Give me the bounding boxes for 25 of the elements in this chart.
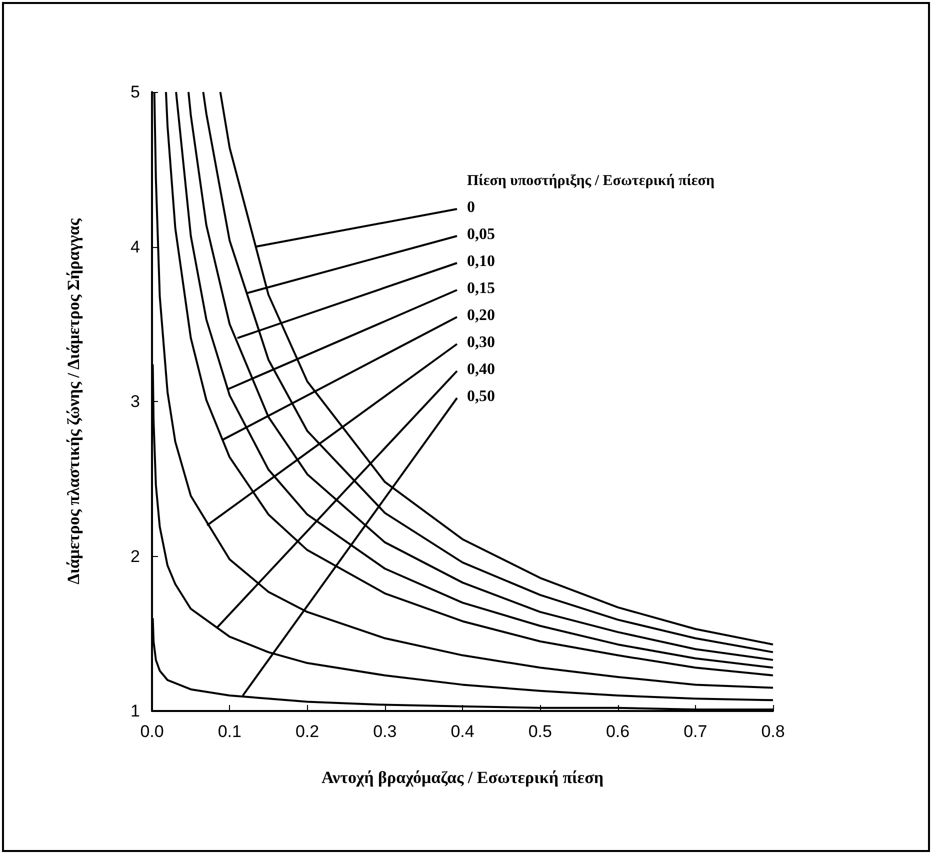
x-tick-label: 0.2 bbox=[295, 722, 320, 741]
annotation: 0,15 bbox=[467, 280, 495, 297]
annotation: 0,30 bbox=[467, 334, 495, 351]
x-tick-label: 0.7 bbox=[684, 722, 708, 741]
y-tick-label: 1 bbox=[130, 702, 140, 720]
x-axis-title: Αντοχή βραχόμαζας / Εσωτερική πίεση bbox=[322, 768, 604, 787]
x-tick-label: 0.3 bbox=[373, 722, 397, 741]
x-tick-label: 0.4 bbox=[450, 722, 474, 741]
annotation: 0 bbox=[467, 199, 475, 216]
x-tick-label: 0.1 bbox=[218, 722, 242, 741]
y-tick-label: 2 bbox=[130, 546, 140, 566]
x-tick-label: 0.5 bbox=[528, 722, 552, 741]
y-tick-label: 3 bbox=[130, 392, 140, 411]
y-tick-label: 5 bbox=[130, 82, 140, 102]
x-tick-label: 0.8 bbox=[761, 722, 785, 741]
y-axis-title: Διάμετρος πλαστικής ζώνης / Διάμετρος Σήραγγας bbox=[64, 218, 83, 584]
annotation: 0,50 bbox=[467, 388, 495, 405]
annotation: 0,10 bbox=[467, 253, 495, 270]
y-tick-label: 4 bbox=[130, 237, 140, 256]
x-tick-label: 0.6 bbox=[606, 722, 630, 741]
annotation: 0,20 bbox=[467, 307, 495, 324]
x-tick-label: 0.0 bbox=[140, 722, 164, 741]
annotation: 0,05 bbox=[467, 226, 495, 243]
annotation: 0,40 bbox=[467, 361, 495, 378]
legend-title: Πίεση υποστήριξης / Εσωτερική πίεση bbox=[467, 173, 714, 189]
